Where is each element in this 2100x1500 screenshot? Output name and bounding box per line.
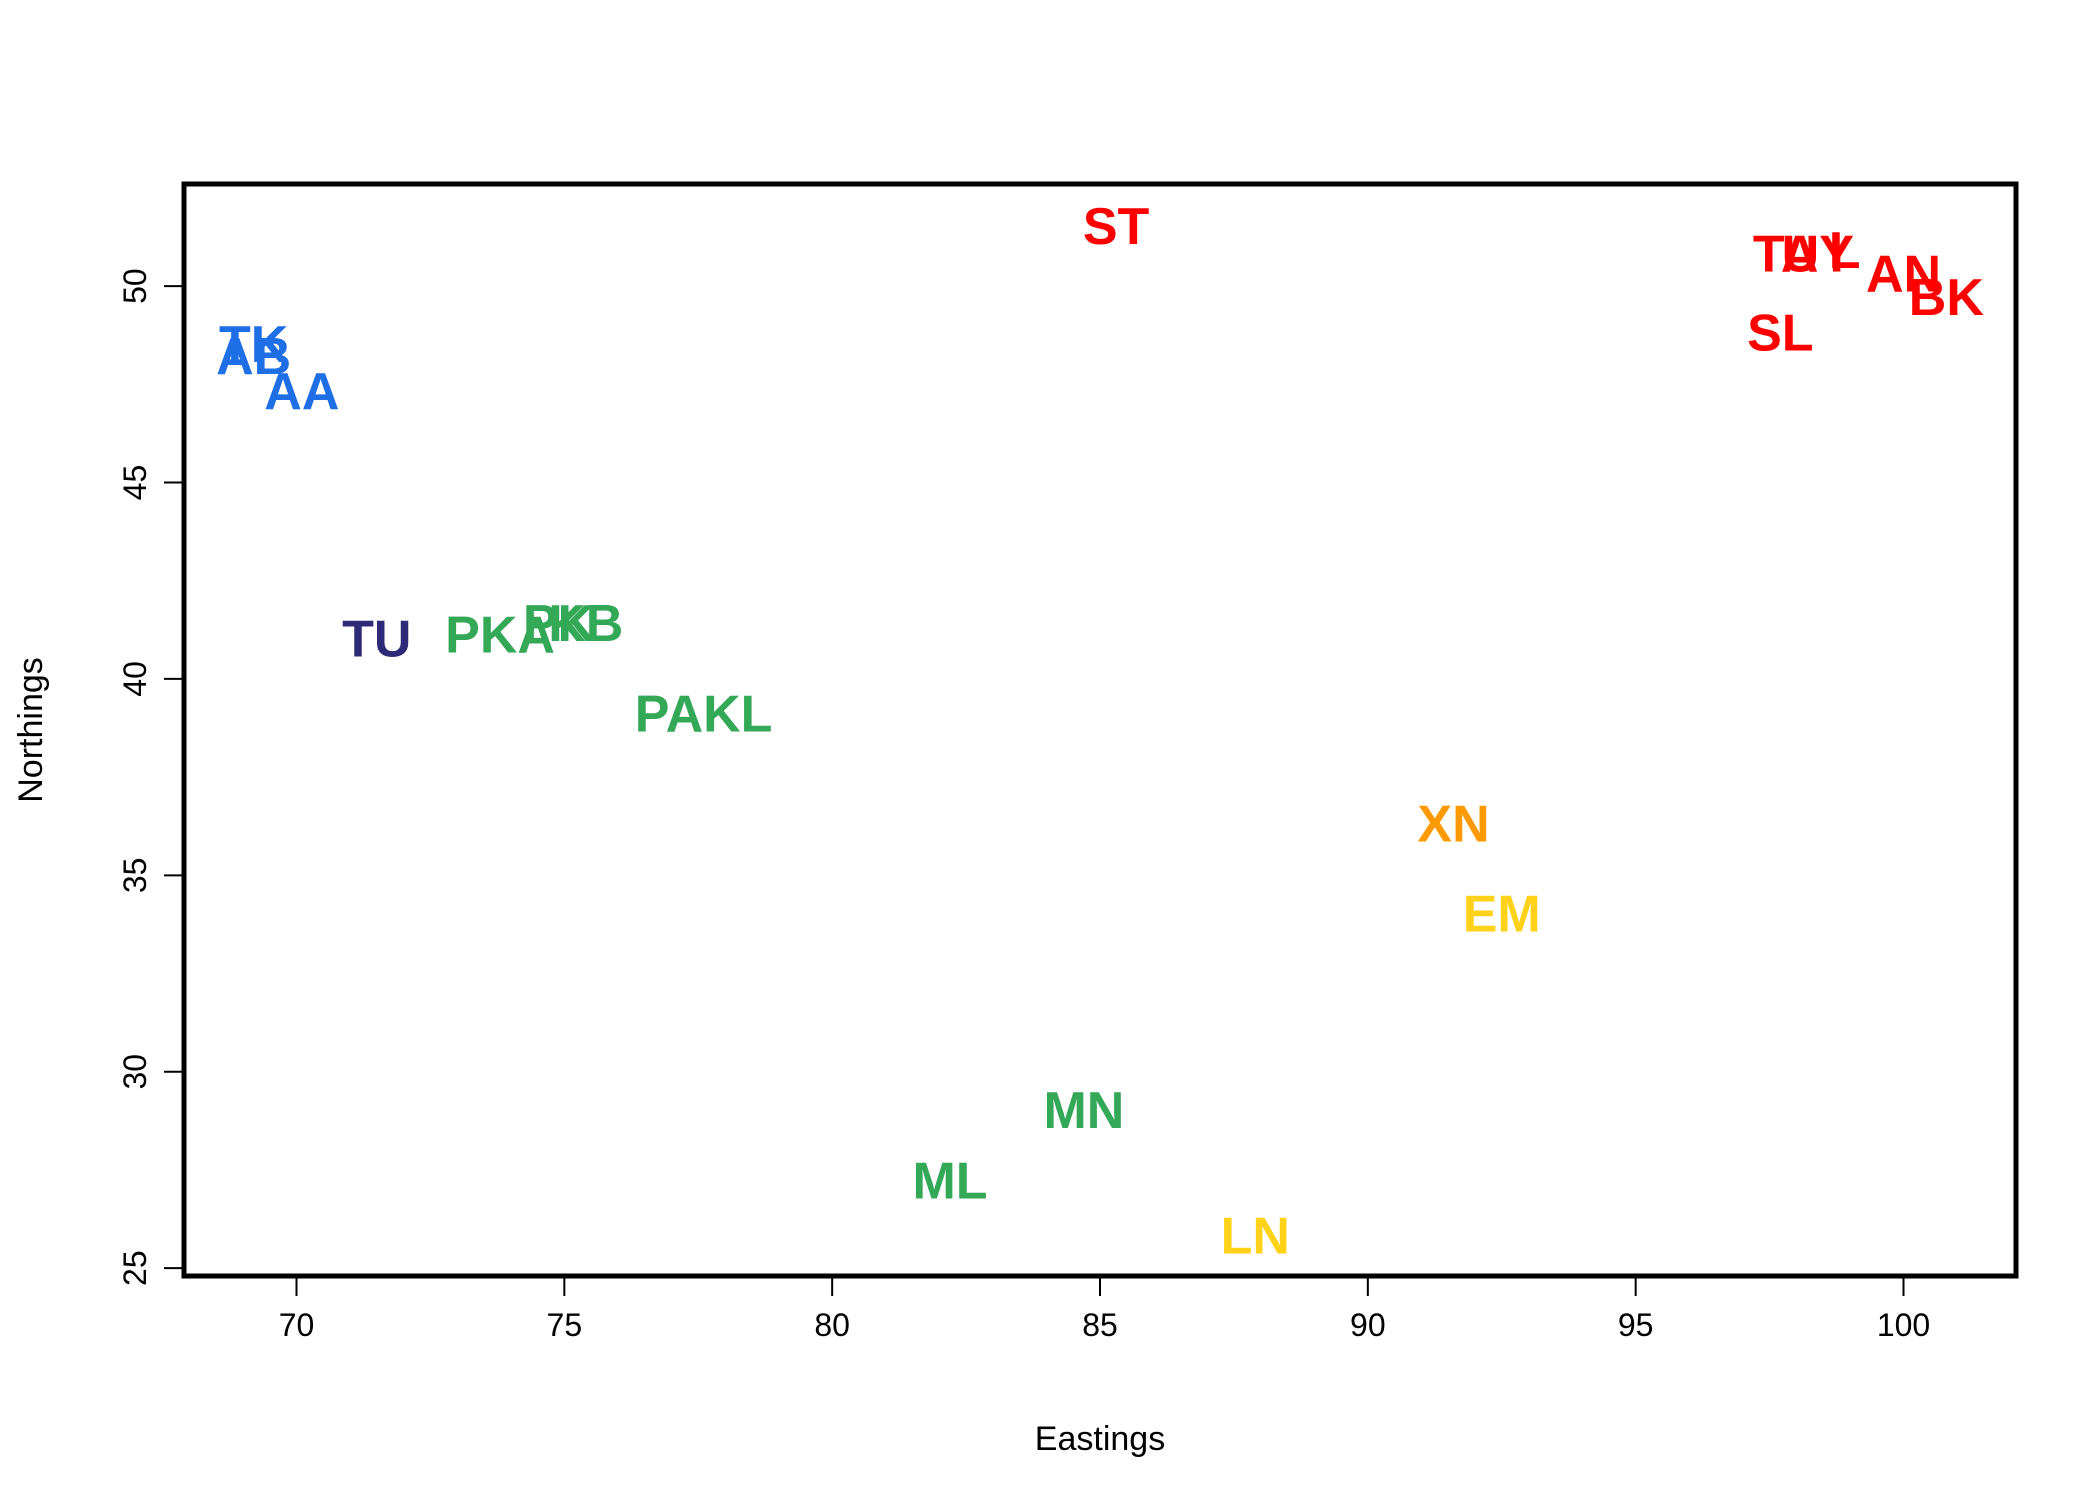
y-axis-title: Northings: [12, 657, 50, 803]
point-label: ML: [912, 1153, 987, 1211]
point-label: KB: [548, 595, 623, 653]
x-tick-label: 85: [1082, 1307, 1118, 1343]
point-label: L: [1829, 222, 1861, 280]
x-tick-label: 75: [547, 1307, 583, 1343]
point-label: XN: [1417, 795, 1489, 853]
x-tick-label: 90: [1350, 1307, 1386, 1343]
point-label: TU: [342, 611, 411, 669]
y-tick-label: 35: [117, 858, 153, 894]
point-label: UY: [1782, 226, 1854, 284]
x-tick-label: 95: [1618, 1307, 1654, 1343]
point-label: TA: [1753, 226, 1818, 284]
point-label: AN: [1866, 245, 1941, 303]
point-label: PAKL: [635, 685, 773, 743]
x-tick-label: 100: [1877, 1307, 1930, 1343]
y-tick-label: 25: [117, 1250, 153, 1286]
y-tick-label: 40: [117, 661, 153, 697]
point-label: BK: [1909, 269, 1985, 327]
point-label: TK: [219, 316, 289, 374]
point-label: PKA: [445, 607, 555, 665]
point-label: EM: [1463, 886, 1541, 944]
point-label: AA: [264, 363, 339, 421]
x-tick-label: 70: [279, 1307, 315, 1343]
point-label: ST: [1083, 198, 1150, 256]
x-axis: 70 75 80 85 90 95 100: [279, 1275, 1930, 1343]
x-tick-label: 80: [814, 1307, 850, 1343]
x-axis-title: Eastings: [1035, 1420, 1165, 1458]
y-tick-label: 30: [117, 1054, 153, 1090]
y-axis: 25 30 35 40 45 50: [117, 268, 185, 1286]
point-label: AB: [216, 328, 291, 386]
y-tick-label: 50: [117, 268, 153, 304]
point-label: MN: [1043, 1082, 1124, 1140]
y-tick-label: 45: [117, 465, 153, 501]
point-label: PK: [523, 595, 596, 653]
point-label: LN: [1221, 1208, 1290, 1266]
point-label: SL: [1747, 304, 1813, 362]
